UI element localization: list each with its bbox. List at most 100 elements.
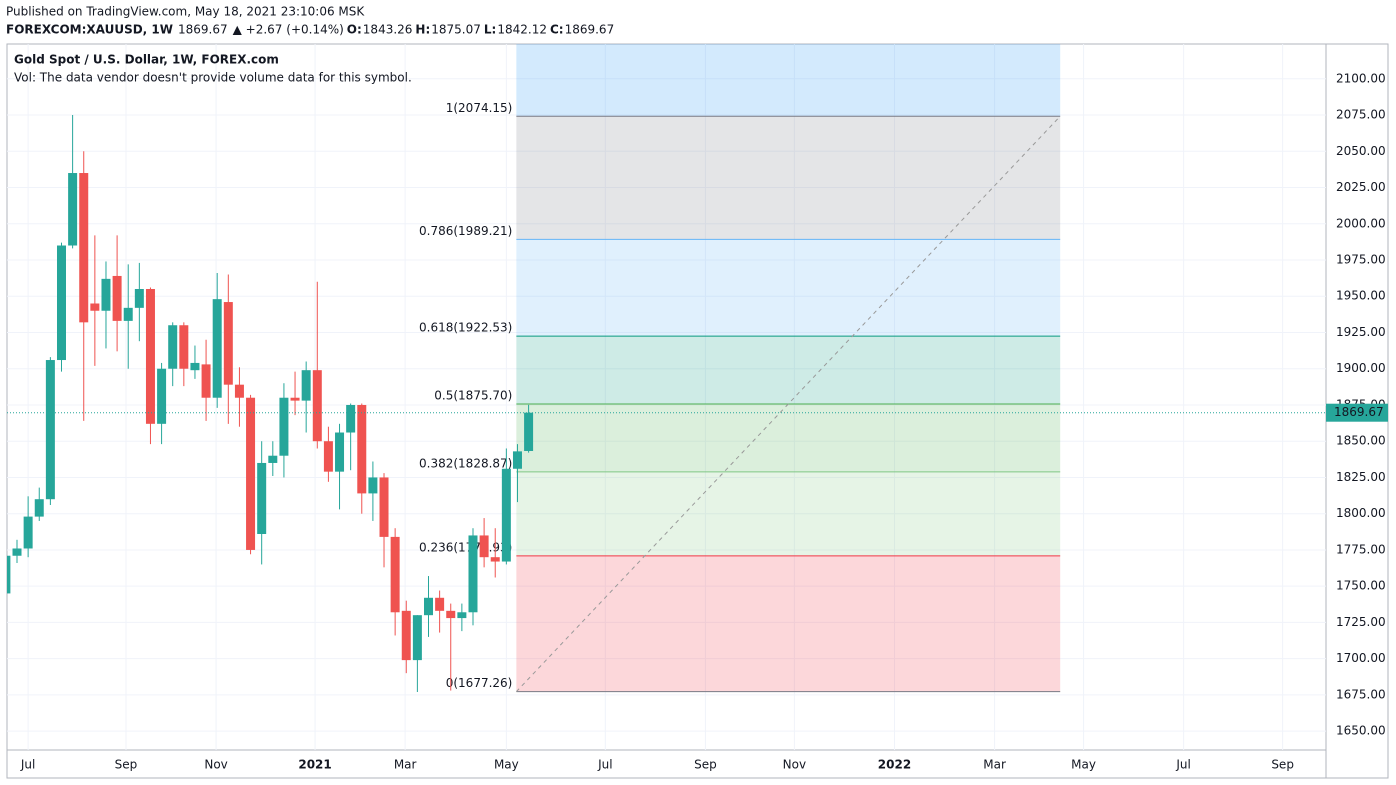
symbol: FOREXCOM:XAUUSD, 1W <box>6 23 173 37</box>
y-tick-label: 2050.00 <box>1336 144 1386 158</box>
candle-body <box>512 451 522 469</box>
legend-title: Gold Spot / U.S. Dollar, 1W, FOREX.com <box>14 53 279 67</box>
candle-body <box>212 299 222 398</box>
candle-body <box>223 302 233 385</box>
candle-body <box>290 397 300 401</box>
fib-zone <box>516 555 1061 692</box>
fib-label: 0.618(1922.53) <box>419 321 512 335</box>
candle-body <box>346 404 356 433</box>
y-tick-label: 2025.00 <box>1336 180 1386 194</box>
y-tick-label: 1950.00 <box>1336 289 1386 303</box>
candle-body <box>179 325 189 369</box>
x-tick-label: 2021 <box>298 758 331 772</box>
candle-body <box>479 535 489 558</box>
candle-body <box>390 536 400 613</box>
y-tick-label: 1825.00 <box>1336 470 1386 484</box>
fib-label: 1(2074.15) <box>446 101 513 115</box>
candle-body <box>79 173 89 323</box>
fib-zone <box>516 116 1061 240</box>
candle-body <box>56 245 66 361</box>
x-tick-label: May <box>1071 758 1096 772</box>
candle-body <box>201 364 211 398</box>
x-tick-label: Jul <box>1175 758 1190 772</box>
candle-body <box>134 288 144 308</box>
ohlc-value: 1842.12 <box>497 23 547 37</box>
x-tick-label: Jul <box>597 758 612 772</box>
x-tick-label: Sep <box>115 758 138 772</box>
fib-trendline <box>515 115 1061 692</box>
candle-body <box>112 275 122 321</box>
candle-body <box>368 477 378 494</box>
candle-body <box>490 557 500 562</box>
x-tick-label: Mar <box>394 758 417 772</box>
last-price-tag <box>1326 403 1388 422</box>
fib-label: 0.5(1875.70) <box>434 388 512 402</box>
y-tick-label: 1925.00 <box>1336 325 1386 339</box>
candle-body <box>424 597 434 616</box>
y-tick-label: 1700.00 <box>1336 651 1386 665</box>
plot: 0(1677.26) 0.236(1770.93) 0.382(1828.87) 0.… <box>7 44 1326 750</box>
candle-body <box>12 548 22 556</box>
ohlc-label: O: <box>347 23 362 37</box>
fib-label: 0(1677.26) <box>446 676 513 690</box>
published: Published on TradingView.com, May 18, 20… <box>6 5 365 19</box>
fib-zone <box>516 239 1061 337</box>
x-tick-label: Jul <box>20 758 35 772</box>
x-tick-label: 2022 <box>878 758 911 772</box>
candle-body <box>524 412 534 451</box>
y-tick-label: 2100.00 <box>1336 71 1386 85</box>
candle-body <box>268 455 278 463</box>
last-price: 1869.67 <box>178 23 228 37</box>
candle-body <box>90 303 100 311</box>
candle-body <box>457 612 467 619</box>
fib-zone <box>516 471 1061 556</box>
ohlc-value: 1869.67 <box>565 23 615 37</box>
legend-subtitle: Vol: The data vendor doesn't provide vol… <box>14 71 412 85</box>
candle-body <box>7 555 11 594</box>
candle-body <box>412 615 422 661</box>
candle-body <box>246 397 256 550</box>
y-tick-label: 2075.00 <box>1336 108 1386 122</box>
candle-body <box>45 360 55 500</box>
candle-body <box>301 370 311 401</box>
fib-label: 0.786(1989.21) <box>419 224 512 238</box>
candle-body <box>157 368 167 424</box>
y-tick-label: 1775.00 <box>1336 542 1386 556</box>
y-tick-label: 1750.00 <box>1336 579 1386 593</box>
candle-body <box>468 535 478 613</box>
fib-label: 0.382(1828.87) <box>419 456 512 470</box>
candle-body <box>501 468 511 562</box>
last-price-label: 1869.67 <box>1334 405 1384 419</box>
y-tick-label: 1725.00 <box>1336 615 1386 629</box>
candle-body <box>401 610 411 661</box>
ohlc-label: C: <box>550 23 564 37</box>
x-tick-label: Mar <box>983 758 1006 772</box>
candle-body <box>323 441 333 472</box>
y-tick-label: 1850.00 <box>1336 434 1386 448</box>
ohlc-value: 1875.07 <box>431 23 481 37</box>
candle-body <box>279 397 289 456</box>
x-tick-label: Sep <box>694 758 717 772</box>
change: ▲ +2.67 (+0.14%) <box>233 23 344 37</box>
candle-body <box>101 278 111 311</box>
candle-body <box>435 597 445 611</box>
header: FOREXCOM:XAUUSD, 1W 1869.67 ▲ +2.67 (+0.14… <box>6 23 614 37</box>
candle-body <box>257 462 267 534</box>
y-tick-label: 1675.00 <box>1336 687 1386 701</box>
y-tick-label: 1800.00 <box>1336 506 1386 520</box>
candle-body <box>145 288 155 424</box>
x-tick-label: Sep <box>1271 758 1294 772</box>
fib-zone <box>516 403 1061 472</box>
fib-zone <box>516 336 1061 404</box>
candle-body <box>23 516 33 549</box>
candle-body <box>335 432 345 472</box>
fib-label: 0.236(1770.93) <box>419 540 512 554</box>
candle-body <box>123 307 133 321</box>
ohlc-value: 1843.26 <box>363 23 413 37</box>
y-tick-label: 2000.00 <box>1336 216 1386 230</box>
candle-body <box>34 499 44 517</box>
candle-body <box>357 404 367 494</box>
candle-body <box>234 384 244 398</box>
y-tick-label: 1900.00 <box>1336 361 1386 375</box>
